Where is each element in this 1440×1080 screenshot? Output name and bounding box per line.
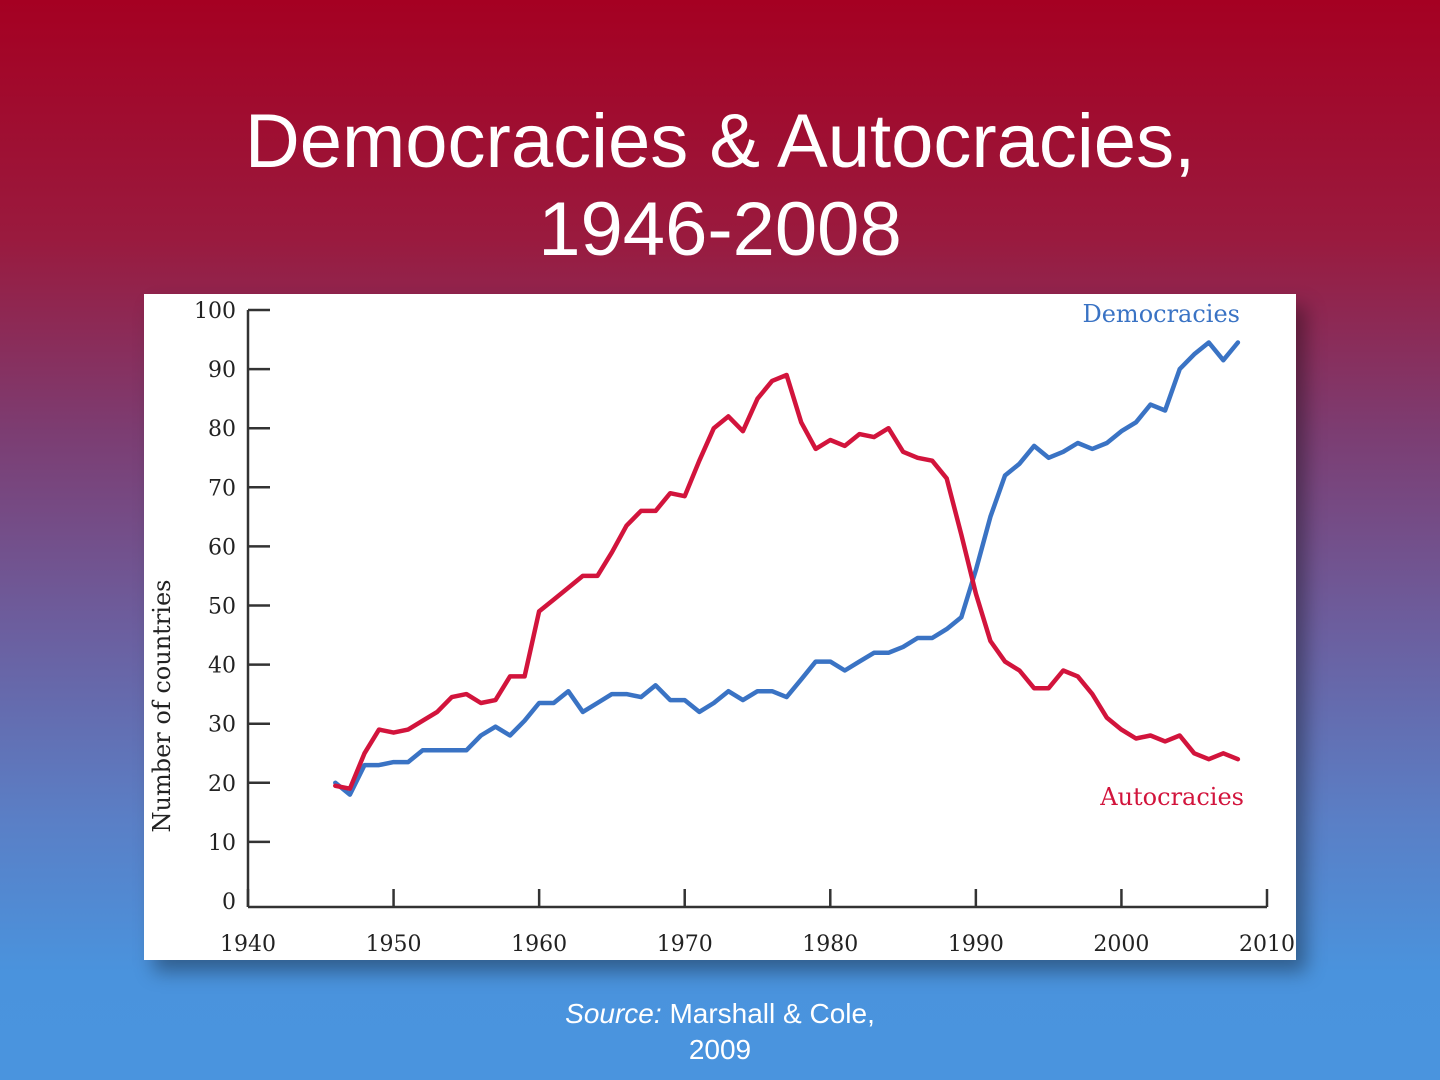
x-tick-label: 1940 (220, 932, 276, 957)
x-tick-label: 1980 (802, 932, 858, 957)
y-tick-label: 50 (208, 595, 236, 620)
x-tick-label: 1960 (511, 932, 567, 957)
source-text: Marshall & Cole, (669, 998, 875, 1029)
y-axis-label: Number of countries (148, 580, 176, 833)
series-line-autocracies (333, 372, 1241, 791)
x-tick-label: 1990 (948, 932, 1004, 957)
x-tick-label: 1950 (366, 932, 422, 957)
title-line-1: Democracies & Autocracies, (244, 99, 1196, 184)
y-tick-label: 0 (222, 890, 236, 915)
chart-panel: 0 10 20 30 40 50 60 70 80 90 100 1940 1950 1960 1970 19… (144, 294, 1296, 960)
y-tick-label: 20 (208, 772, 236, 797)
y-tick-label: 60 (208, 535, 236, 560)
source-label: Source: (565, 998, 662, 1029)
y-tick-label: 90 (208, 358, 236, 383)
x-tick-label: 2010 (1239, 932, 1295, 957)
y-tick-label: 40 (208, 654, 236, 679)
legend-democracies: Democracies (1082, 300, 1240, 328)
y-tick-label: 30 (208, 713, 236, 738)
y-tick-label: 10 (208, 831, 236, 856)
source-citation: Source: Marshall & Cole, 2009 (470, 996, 970, 1068)
source-year: 2009 (688, 1034, 752, 1065)
series-layer (333, 340, 1241, 797)
source-line-1: Source: Marshall & Cole, (470, 996, 970, 1032)
slide-title: Democracies & Autocracies, 1946-2008 (0, 98, 1440, 274)
x-tick-label: 1970 (657, 932, 713, 957)
line-chart: 0 10 20 30 40 50 60 70 80 90 100 1940 1950 1960 1970 19… (148, 299, 1295, 957)
title-line-2: 1946-2008 (538, 187, 902, 272)
axes: 0 10 20 30 40 50 60 70 80 90 100 1940 1950 1960 1970 19… (194, 299, 1295, 957)
x-tick-label: 2000 (1093, 932, 1149, 957)
series-line-democracies (333, 340, 1241, 797)
y-tick-label: 100 (194, 299, 236, 324)
legend-autocracies: Autocracies (1099, 783, 1244, 811)
y-tick-label: 70 (208, 476, 236, 501)
y-tick-label: 80 (208, 417, 236, 442)
